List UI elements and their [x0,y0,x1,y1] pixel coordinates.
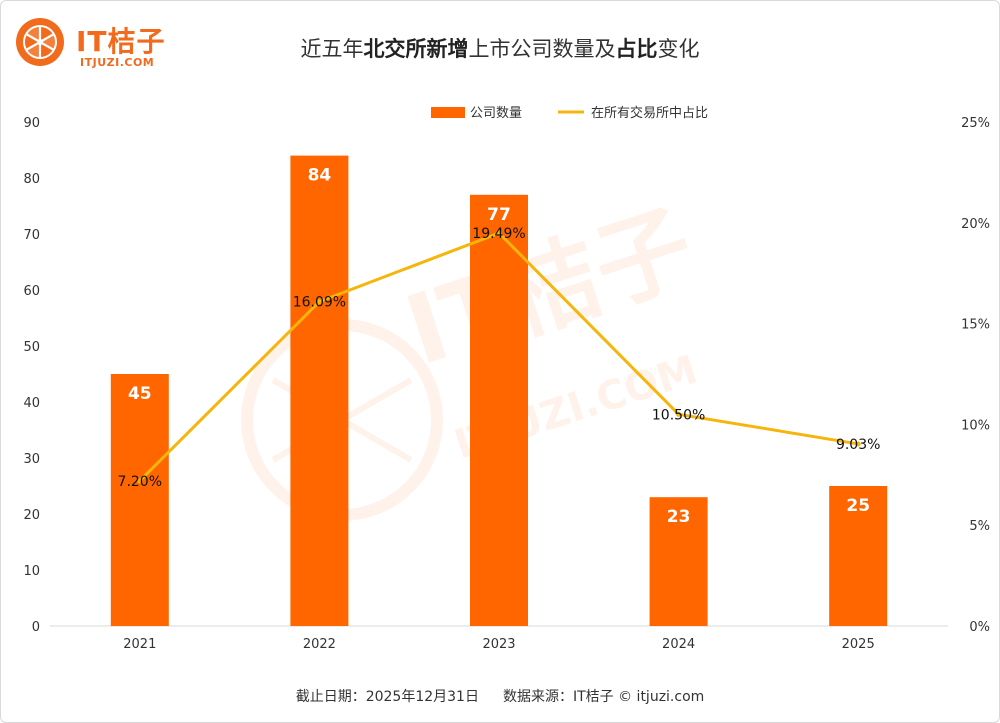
y-right-tick-label: 10% [961,418,990,433]
x-tick-label: 2021 [123,637,156,652]
y-left-tick-label: 30 [23,452,40,467]
y-right-tick-label: 15% [961,318,990,333]
brand-logo: IT桔子 ITJUZI.COM [14,14,214,74]
line-value-label: 10.50% [652,407,705,423]
x-tick-label: 2024 [662,637,695,652]
y-left-tick-label: 10 [23,564,40,579]
x-tick-label: 2025 [842,637,875,652]
bar-value-label: 23 [667,507,691,527]
data-labels: 45 84 77 23 25 7.20% 16.09% 19.49% 10.50% 9.03% [118,166,881,528]
bar [470,194,528,627]
y-right-tick-label: 5% [969,519,990,534]
bar-value-label: 77 [487,205,511,225]
title-part-1: 近五年 [300,37,364,61]
orange-logo-icon [16,18,64,66]
chart-title: 近五年北交所新增上市公司数量及占比变化 [0,33,1000,63]
line-value-label: 19.49% [472,226,525,242]
x-tick-label: 2022 [303,637,336,652]
bar-value-label: 25 [846,496,870,516]
bar [290,155,349,626]
title-part-4: 占比 [615,37,658,61]
line-point [855,441,861,447]
y-left-tick-label: 40 [23,396,40,411]
line-point [676,411,682,417]
title-part-3: 上市公司数量及 [468,37,616,61]
legend-label-bar: 公司数量 [470,106,522,121]
chart-footer: 截止日期：2025年12月31日 数据来源：IT桔子 © itjuzi.com [0,686,1000,706]
bar [649,497,708,626]
logo-brand-text: IT桔子 [76,25,166,58]
title-part-5: 变化 [657,37,700,61]
bar [829,486,888,626]
bar-value-label: 45 [128,384,152,404]
bar-series [110,155,888,627]
axes: 0 10 20 30 40 50 60 70 80 90 0% 5% 10% 15% 20% 25% 2021 2… [23,116,990,652]
y-left-tick-label: 50 [23,340,40,355]
line-point [496,230,502,236]
footer-source: 数据来源：IT桔子 © itjuzi.com [502,689,705,705]
legend: 公司数量 在所有交易所中占比 [431,105,708,121]
y-left-tick-label: 80 [23,172,40,187]
bar [110,374,169,626]
legend-label-line: 在所有交易所中占比 [591,105,708,121]
y-left-tick-label: 90 [23,116,40,131]
y-left-tick-label: 70 [23,228,40,243]
y-left-tick-label: 20 [23,508,40,523]
logo-domain-text: ITJUZI.COM [80,56,155,69]
y-left-tick-label: 60 [23,284,40,299]
line-point [137,478,143,484]
y-right-tick-label: 25% [961,116,990,131]
bar-value-label: 84 [308,166,332,186]
y-right-tick-label: 20% [961,217,990,232]
legend-swatch-bar [431,107,465,118]
line-series [137,230,861,484]
line-value-label: 16.09% [293,295,346,311]
footer-date: 截止日期：2025年12月31日 [295,689,479,705]
line-value-label: 7.20% [118,474,162,490]
line-point [316,299,322,305]
line-value-label: 9.03% [836,437,880,453]
title-part-2: 北交所新增 [363,37,469,61]
y-right-tick-label: 0% [969,620,990,635]
y-left-tick-label: 0 [32,620,40,635]
x-tick-label: 2023 [482,637,515,652]
